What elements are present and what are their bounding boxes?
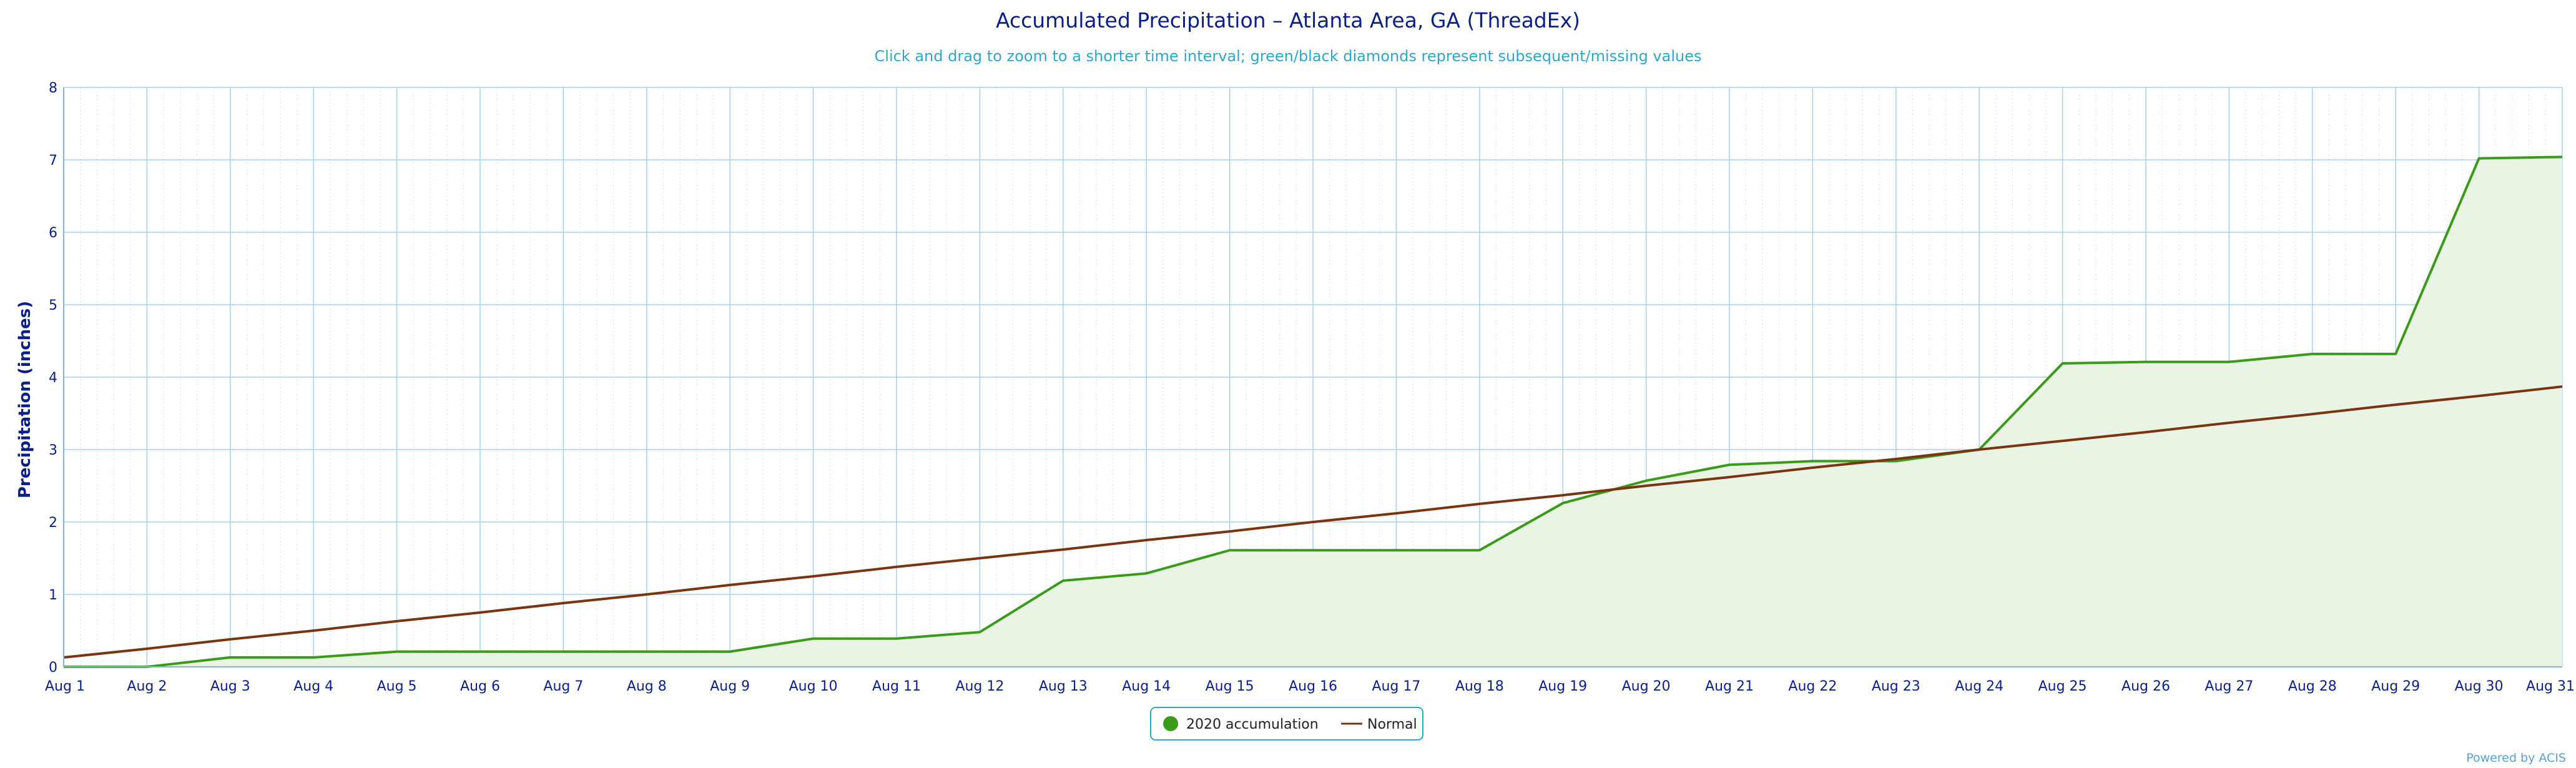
y-tick-label: 7 bbox=[49, 153, 57, 169]
y-tick-label: 1 bbox=[49, 588, 57, 603]
x-tick-label: Aug 10 bbox=[789, 679, 838, 694]
axes bbox=[63, 87, 2562, 667]
x-tick-label: Aug 14 bbox=[1122, 679, 1171, 694]
x-tick-label: Aug 4 bbox=[293, 679, 333, 694]
series-line-normal[interactable] bbox=[63, 385, 2563, 659]
x-tick-label: Aug 17 bbox=[1372, 679, 1420, 694]
legend-item-normal[interactable]: Normal bbox=[1341, 717, 1417, 732]
y-tick-label: 6 bbox=[49, 225, 57, 241]
x-tick-label: Aug 29 bbox=[2371, 679, 2420, 694]
y-tick-label: 0 bbox=[49, 660, 57, 676]
x-tick-label: Aug 24 bbox=[1955, 679, 2003, 694]
y-axis-ticks: 0 1 2 3 4 5 6 7 8 bbox=[49, 81, 57, 676]
x-tick-label: Aug 18 bbox=[1455, 679, 1504, 694]
legend-item-2020-accumulation[interactable]: 2020 accumulation bbox=[1163, 716, 1319, 732]
legend-label-2020-accumulation: 2020 accumulation bbox=[1186, 717, 1319, 732]
x-tick-label: Aug 2 bbox=[127, 679, 167, 694]
x-tick-label: Aug 11 bbox=[872, 679, 921, 694]
x-tick-label: Aug 23 bbox=[1872, 679, 1920, 694]
x-tick-label: Aug 25 bbox=[2038, 679, 2087, 694]
powered-by-credit[interactable]: Powered by ACIS bbox=[2466, 751, 2566, 765]
x-tick-label: Aug 22 bbox=[1788, 679, 1837, 694]
y-tick-label: 4 bbox=[49, 370, 57, 386]
y-tick-label: 5 bbox=[49, 298, 57, 313]
y-tick-label: 2 bbox=[49, 515, 57, 531]
x-axis-ticks: Aug 1 Aug 2 Aug 3 Aug 4 Aug 5 Aug 6 Aug 7 Aug 8… bbox=[45, 679, 2575, 694]
x-tick-label: Aug 9 bbox=[710, 679, 750, 694]
y-tick-label: 3 bbox=[49, 443, 57, 458]
x-tick-label: Aug 20 bbox=[1622, 679, 1671, 694]
legend-box bbox=[1150, 707, 1423, 741]
legend[interactable]: 2020 accumulation Normal bbox=[1150, 707, 1423, 741]
x-tick-label: Aug 7 bbox=[543, 679, 583, 694]
x-tick-label: Aug 5 bbox=[377, 679, 417, 694]
x-tick-label: Aug 21 bbox=[1705, 679, 1754, 694]
x-tick-label: Aug 15 bbox=[1206, 679, 1254, 694]
legend-label-normal: Normal bbox=[1367, 717, 1417, 732]
x-tick-label: Aug 1 bbox=[45, 679, 85, 694]
y-tick-label: 8 bbox=[49, 81, 57, 96]
series-line-2020-accumulation[interactable] bbox=[64, 155, 2563, 668]
y-axis-label: Precipitation (inches) bbox=[16, 301, 34, 498]
x-tick-label: Aug 28 bbox=[2288, 679, 2337, 694]
x-tick-label: Aug 8 bbox=[627, 679, 667, 694]
x-tick-label: Aug 3 bbox=[210, 679, 250, 694]
accumulation-area bbox=[64, 157, 2562, 667]
chart-subtitle: Click and drag to zoom to a shorter time… bbox=[875, 47, 1702, 65]
x-tick-label: Aug 6 bbox=[460, 679, 500, 694]
series-lines bbox=[63, 155, 2563, 668]
x-tick-label: Aug 27 bbox=[2205, 679, 2253, 694]
x-tick-label: Aug 26 bbox=[2121, 679, 2170, 694]
x-tick-label: Aug 16 bbox=[1289, 679, 1337, 694]
accumulation-area-layer bbox=[64, 157, 2562, 667]
x-tick-label: Aug 31 bbox=[2526, 679, 2575, 694]
legend-swatch-2020-accumulation bbox=[1163, 716, 1178, 731]
x-tick-label: Aug 13 bbox=[1039, 679, 1088, 694]
x-tick-label: Aug 30 bbox=[2455, 679, 2504, 694]
x-tick-label: Aug 19 bbox=[1538, 679, 1587, 694]
x-tick-label: Aug 12 bbox=[955, 679, 1004, 694]
chart-title: Accumulated Precipitation – Atlanta Area… bbox=[996, 8, 1580, 32]
